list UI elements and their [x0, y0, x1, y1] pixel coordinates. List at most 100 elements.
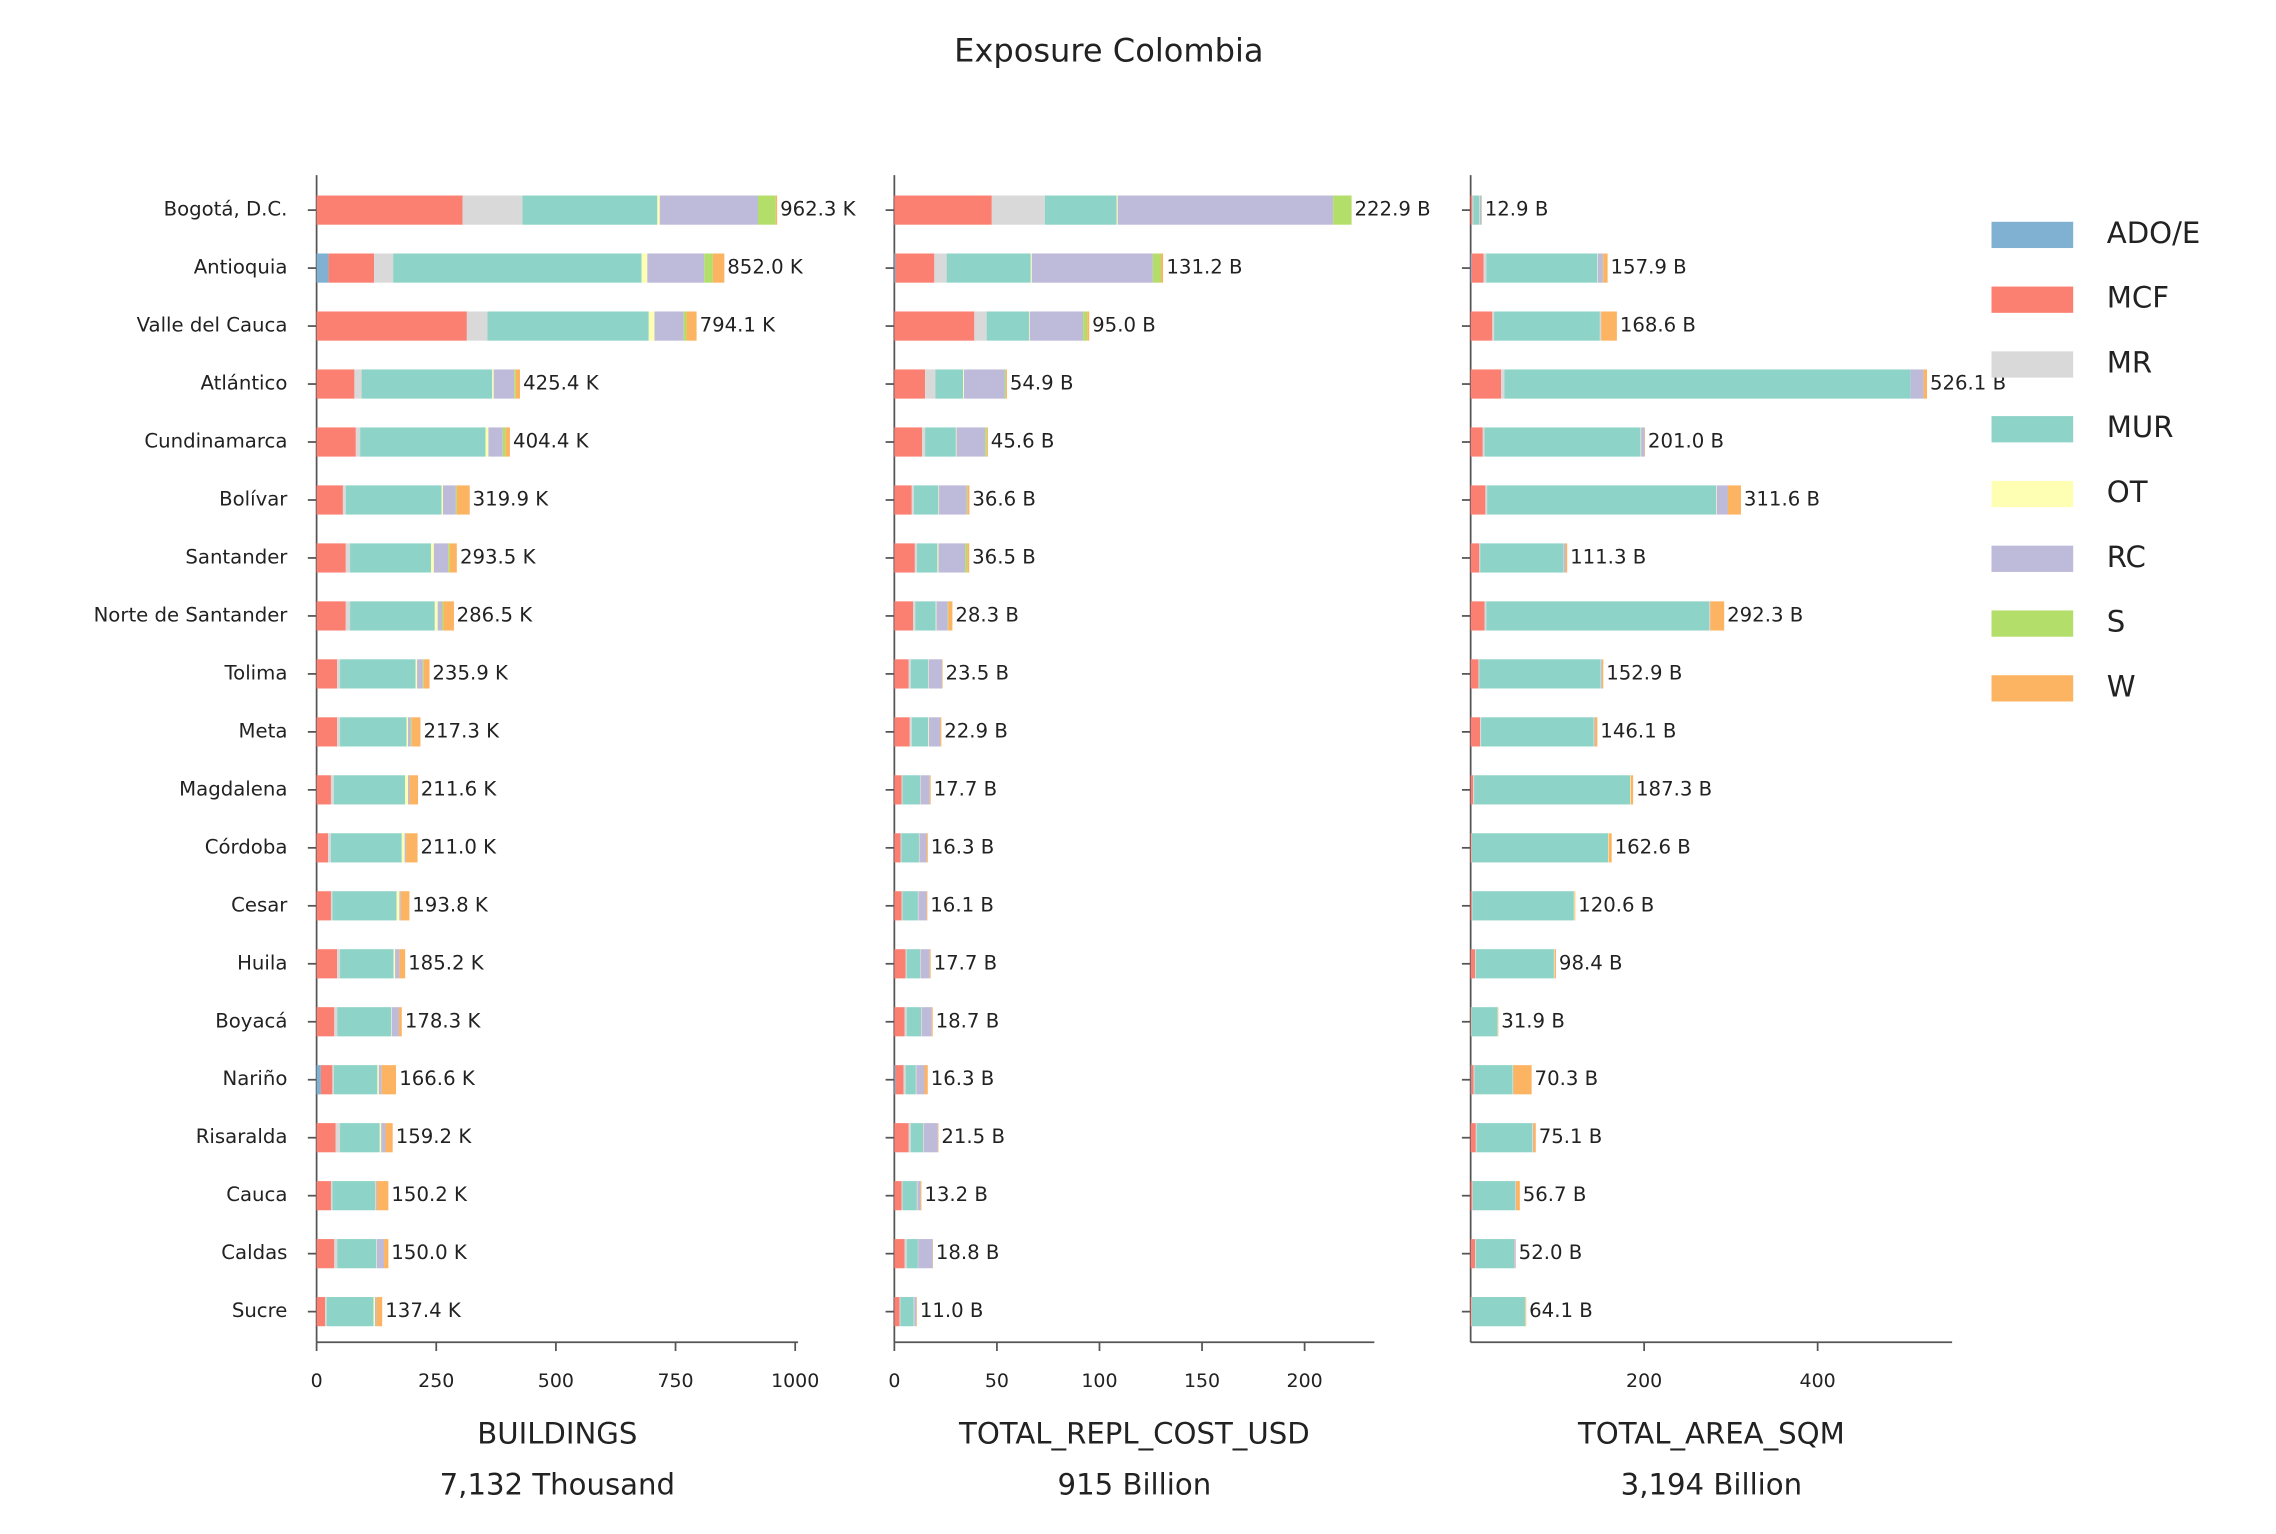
bar-segment: [908, 659, 911, 689]
y-tick-label: Atlántico: [200, 372, 287, 395]
bar-segment: [904, 1007, 907, 1037]
bar-segment: [337, 1007, 392, 1037]
bar-segment: [415, 659, 418, 689]
bar-segment: [921, 1007, 932, 1037]
bar-segment: [925, 369, 936, 399]
bar-segment: [905, 949, 907, 979]
bar-segment: [1608, 833, 1612, 863]
bar-segment: [337, 659, 341, 689]
bar-segment: [966, 485, 968, 515]
bar-segment: [895, 253, 935, 283]
y-tick-label: Antioquia: [194, 256, 288, 279]
bar-segment: [894, 949, 906, 979]
x-tick-label: 100: [1081, 1370, 1117, 1392]
bar-segment: [1031, 253, 1153, 283]
bar-segment: [316, 601, 346, 631]
total-label: 54.9 B: [1010, 372, 1074, 395]
bar-segment: [901, 833, 919, 863]
y-tick-label: Nariño: [223, 1067, 288, 1090]
bar-segment: [328, 253, 375, 283]
bar-segment: [437, 601, 442, 631]
bar-segment: [1497, 1007, 1499, 1037]
bar-segment: [894, 253, 896, 283]
bar-segment: [920, 775, 930, 805]
bar-segment: [1474, 1065, 1513, 1095]
bar-segment: [433, 543, 449, 573]
x-axis-label: BUILDINGS: [477, 1417, 637, 1451]
y-tick-label: Sucre: [232, 1299, 288, 1322]
bar-segment: [928, 717, 929, 747]
legend-swatch: [1991, 416, 2074, 443]
bar-segment: [963, 369, 964, 399]
bar-segment: [915, 601, 936, 631]
x-axis-label: TOTAL_REPL_COST_USD: [958, 1417, 1310, 1451]
bar-segment: [395, 949, 400, 979]
y-tick-label: Meta: [239, 719, 288, 742]
bar-segment: [1083, 311, 1088, 341]
bar-segment: [328, 833, 331, 863]
bar-segment: [1601, 659, 1602, 689]
bar-segment: [316, 1297, 326, 1327]
total-label: 150.2 K: [391, 1183, 468, 1206]
bar-segment: [1475, 949, 1554, 979]
total-label: 162.6 B: [1615, 835, 1691, 858]
bar-segment: [385, 1123, 393, 1153]
bar-segment: [326, 1297, 374, 1327]
x-tick-label: 750: [657, 1370, 693, 1392]
bar-segment: [316, 253, 329, 283]
bar-segment: [908, 1123, 911, 1153]
bar-segment: [409, 775, 419, 805]
bar-segment: [1333, 195, 1352, 225]
total-label: 16.1 B: [930, 893, 994, 916]
bar-segment: [337, 949, 341, 979]
bar-segment: [904, 1239, 907, 1269]
bar-segment: [1472, 891, 1574, 921]
bar-segment: [913, 601, 916, 631]
bar-segment: [316, 1123, 336, 1153]
total-label: 131.2 B: [1166, 256, 1242, 279]
legend-label: ADO/E: [2107, 216, 2201, 250]
bar-segment: [320, 1065, 333, 1095]
total-label: 292.3 B: [1727, 603, 1803, 626]
bar-segment: [1486, 253, 1598, 283]
bar-segment: [1923, 369, 1928, 399]
bar-segment: [376, 1297, 383, 1327]
bar-segment: [1470, 659, 1479, 689]
bar-segment: [894, 1123, 909, 1153]
bar-segment: [1474, 1239, 1476, 1269]
bar-segment: [316, 659, 338, 689]
bar-segment: [758, 195, 776, 225]
bar-segment: [1473, 1065, 1475, 1095]
legend-label: W: [2107, 669, 2136, 703]
bar-segment: [1470, 1123, 1476, 1153]
y-tick-label: Bogotá, D.C.: [164, 198, 288, 221]
bar-segment: [377, 1065, 379, 1095]
bar-segment: [1470, 717, 1481, 747]
bar-segment: [1482, 427, 1485, 457]
total-label: 17.7 B: [934, 951, 998, 974]
bar-segment: [316, 1065, 321, 1095]
bar-segment: [1475, 1123, 1477, 1153]
bar-segment: [1727, 485, 1741, 515]
bar-segment: [1494, 311, 1600, 341]
bar-segment: [1487, 485, 1717, 515]
bar-segment: [909, 717, 912, 747]
bar-segment: [374, 253, 394, 283]
legend-swatch: [1991, 610, 2074, 637]
bar-segment: [493, 369, 515, 399]
bar-segment: [316, 311, 467, 341]
bar-segment: [906, 1239, 918, 1269]
bar-segment: [1470, 891, 1472, 921]
bar-segment: [1470, 427, 1483, 457]
bar-segment: [928, 659, 942, 689]
y-tick-label: Cesar: [231, 893, 288, 916]
bar-segment: [940, 717, 942, 747]
bar-segment: [894, 891, 902, 921]
bar-segment: [466, 311, 488, 341]
y-tick-label: Santander: [185, 545, 288, 568]
bar-segment: [410, 717, 412, 747]
bar-segment: [354, 369, 362, 399]
bar-segment: [316, 775, 331, 805]
bar-segment: [916, 1297, 917, 1327]
bar-segment: [345, 601, 351, 631]
